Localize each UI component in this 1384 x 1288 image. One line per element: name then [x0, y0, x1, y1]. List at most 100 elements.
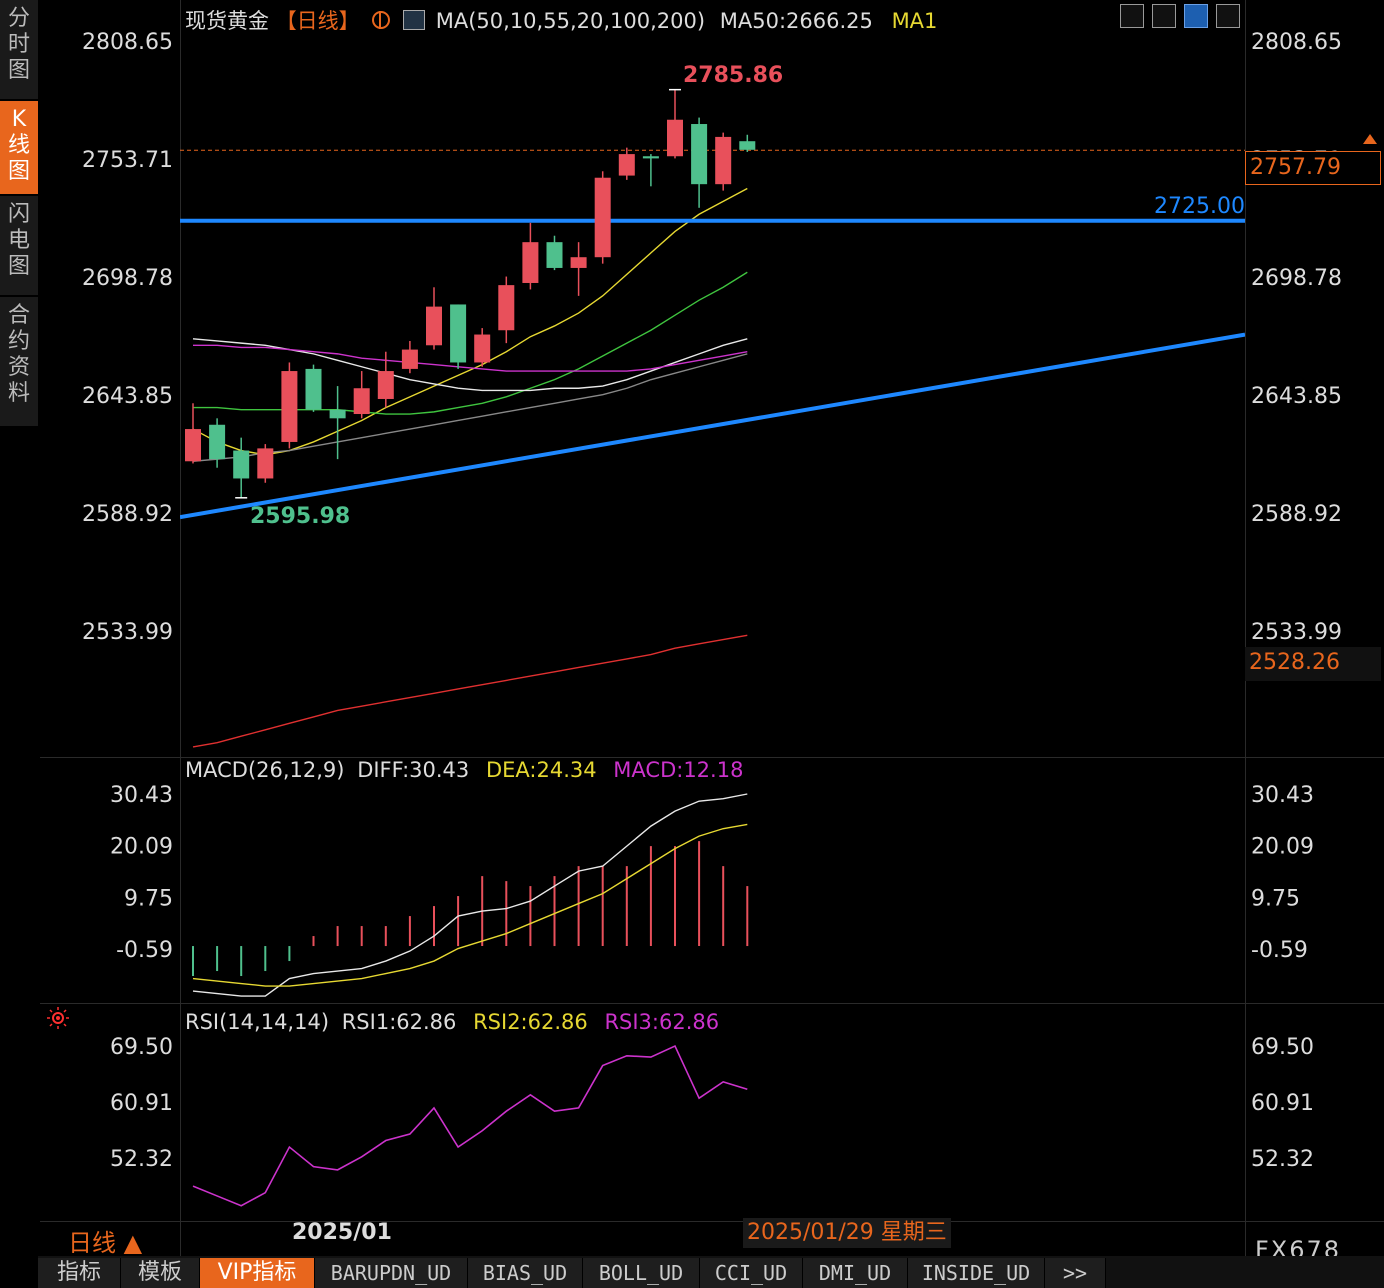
rsi-settings-icon[interactable] — [47, 1007, 69, 1029]
tab-inside-ud[interactable]: INSIDE_UD — [908, 1258, 1045, 1288]
candle-body — [329, 409, 346, 419]
macd-header: MACD(26,12,9) DIFF:30.43 DEA:24.34 MACD:… — [185, 758, 743, 782]
tab-boll-ud[interactable]: BOLL_UD — [583, 1258, 700, 1288]
candle-body — [450, 304, 467, 363]
lock-icon[interactable] — [372, 11, 391, 29]
sidebar-tab-timeshare[interactable]: 分时图 — [0, 0, 38, 100]
ma50-reading: MA50:2666.25 — [719, 9, 873, 33]
tab-vip-indicators[interactable]: VIP指标 — [200, 1258, 315, 1288]
macd-dea-line — [192, 823, 748, 987]
rsi-axis-left-tick: 69.50 — [110, 1035, 173, 1060]
low-price-label: 2595.98 — [250, 504, 351, 529]
macd-axis-left-tick: 30.43 — [110, 783, 173, 808]
rsi-header: RSI(14,14,14) RSI1:62.86 RSI2:62.86 RSI3… — [185, 1010, 719, 1034]
macd-axis-right-tick: 30.43 — [1251, 783, 1314, 808]
support-line-label: 2725.00 — [1154, 194, 1245, 219]
candle-body — [522, 242, 539, 283]
ma1-label: MA1 — [891, 9, 938, 33]
macd-diff-line — [192, 793, 748, 997]
macd-panel[interactable] — [192, 793, 749, 997]
high-price-label: 2785.86 — [683, 63, 784, 88]
sidebar-tab-lightning[interactable]: 闪电图 — [0, 196, 38, 296]
macd-diff: DIFF:30.43 — [357, 758, 470, 782]
candle-body — [642, 156, 659, 159]
macd-axis-right-tick: 9.75 — [1251, 886, 1300, 911]
candle-body — [546, 242, 563, 268]
candle-body — [281, 371, 298, 442]
grid-icon[interactable] — [1120, 4, 1144, 28]
price-panel[interactable] — [180, 88, 1245, 748]
chart-header: 现货黄金 【日线】 MA(50,10,55,20,100,200) MA50:2… — [185, 5, 937, 35]
sidebar-tab-contract-info[interactable]: 合约资料 — [0, 297, 38, 427]
tab-indicators[interactable]: 指标 — [38, 1258, 121, 1288]
price-axis-right-tick: 2533.99 — [1251, 620, 1342, 645]
sidebar-tab-kline[interactable]: K线图 — [0, 101, 38, 195]
rsi-axis-right-tick: 60.91 — [1251, 1091, 1314, 1116]
rsi-title[interactable]: RSI(14,14,14) — [185, 1010, 330, 1034]
price-axis-left-tick: 2753.71 — [82, 148, 173, 173]
ma-settings-icon[interactable] — [403, 10, 426, 30]
x-axis-date-label: 2025/01 — [292, 1220, 392, 1245]
ma-line-red — [192, 634, 748, 748]
candle-body — [715, 136, 732, 185]
price-axis-right-tick: 2698.78 — [1251, 266, 1342, 291]
tab-bias-ud[interactable]: BIAS_UD — [468, 1258, 583, 1288]
bar-chart-icon[interactable] — [1152, 4, 1176, 28]
candle-body — [691, 124, 708, 185]
candle-body — [618, 154, 635, 176]
macd-axis-right-tick: -0.59 — [1251, 938, 1308, 963]
candle-body — [185, 429, 201, 462]
trend-line — [180, 332, 1245, 520]
candle-body — [570, 257, 587, 268]
price-axis-left-tick: 2588.92 — [82, 502, 173, 527]
symbol-name: 现货黄金 — [185, 9, 269, 33]
price-axis-left-tick: 2808.65 — [82, 30, 173, 55]
macd-title[interactable]: MACD(26,12,9) — [185, 758, 345, 782]
price-alert-icon[interactable] — [1363, 134, 1377, 144]
candle-body — [209, 424, 226, 460]
macd-axis-left-tick: 9.75 — [124, 886, 173, 911]
tab-cci-ud[interactable]: CCI_UD — [700, 1258, 803, 1288]
lower-price-tag: 2528.26 — [1245, 647, 1381, 681]
price-axis-right-tick: 2588.92 — [1251, 502, 1342, 527]
candle-body — [426, 306, 442, 346]
candle-body — [498, 285, 515, 331]
rsi-panel[interactable] — [192, 1044, 748, 1207]
candle-body — [233, 450, 250, 479]
ma-indicator-label[interactable]: MA(50,10,55,20,100,200) — [435, 9, 706, 33]
candle-body — [667, 119, 683, 157]
export-icon[interactable] — [1216, 4, 1240, 28]
ma-line-white — [192, 338, 748, 392]
rsi-line — [192, 1044, 748, 1207]
rsi-axis-right-tick: 52.32 — [1251, 1147, 1314, 1172]
ma-line-magenta — [193, 344, 748, 372]
tab-barupdn-ud[interactable]: BARUPDN_UD — [315, 1258, 468, 1288]
tab-more-button[interactable]: >> — [1045, 1258, 1106, 1288]
candle-body — [474, 334, 491, 363]
tab-dmi-ud[interactable]: DMI_UD — [803, 1258, 908, 1288]
axis-labels: 2808.652808.652753.712753.712698.782698.… — [82, 30, 1342, 1172]
candle-body — [377, 371, 394, 399]
tab-templates[interactable]: 模板 — [121, 1258, 200, 1288]
rsi-axis-right-tick: 69.50 — [1251, 1035, 1314, 1060]
macd-axis-right-tick: 20.09 — [1251, 835, 1314, 860]
period-label[interactable]: 【日线】 — [275, 9, 360, 33]
rsi2-value: RSI2:62.86 — [473, 1010, 588, 1034]
price-axis-right-tick: 2643.85 — [1251, 384, 1342, 409]
candle-body — [305, 368, 322, 410]
macd-axis-left-tick: 20.09 — [110, 835, 173, 860]
candle-body — [739, 141, 756, 150]
candle-body — [401, 349, 418, 369]
current-price-tag: 2757.79 — [1245, 151, 1381, 185]
ma-line-green — [193, 271, 748, 415]
price-axis-left-tick: 2698.78 — [82, 266, 173, 291]
rsi1-value: RSI1:62.86 — [341, 1010, 457, 1034]
ma-line-gray — [192, 353, 748, 462]
price-axis-left-tick: 2533.99 — [82, 620, 173, 645]
period-switch[interactable]: 日线 ▲ — [68, 1229, 143, 1257]
rsi-axis-left-tick: 60.91 — [110, 1091, 173, 1116]
macd-value: MACD:12.18 — [613, 758, 744, 782]
chart-select-icon[interactable] — [1184, 4, 1208, 28]
candle-body — [353, 388, 370, 415]
